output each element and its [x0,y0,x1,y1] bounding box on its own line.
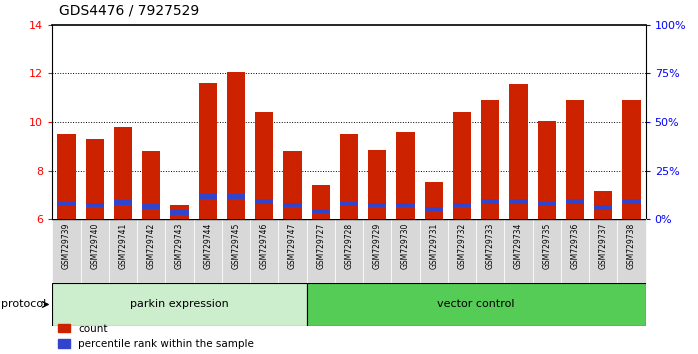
Text: vector control: vector control [438,299,515,309]
Bar [170,210,188,215]
FancyBboxPatch shape [363,219,392,283]
Bar [142,152,161,219]
Text: GSM729731: GSM729731 [429,223,438,269]
Bar [537,121,556,219]
Text: GSM729734: GSM729734 [514,223,523,269]
Text: GDS4476 / 7927529: GDS4476 / 7927529 [59,4,200,18]
Text: parkin expression: parkin expression [130,299,229,309]
Bar [86,139,104,219]
Text: GSM729729: GSM729729 [373,223,382,269]
Bar [368,150,387,219]
Bar [510,84,528,219]
FancyBboxPatch shape [533,219,561,283]
Text: GSM729742: GSM729742 [147,223,156,269]
Bar [57,134,75,219]
FancyBboxPatch shape [618,219,646,283]
Text: GSM729746: GSM729746 [260,223,269,269]
FancyBboxPatch shape [306,283,646,326]
Bar [255,113,274,219]
Text: GSM729730: GSM729730 [401,223,410,269]
FancyBboxPatch shape [561,219,589,283]
Text: GSM729728: GSM729728 [345,223,353,269]
FancyBboxPatch shape [505,219,533,283]
Text: GSM729741: GSM729741 [119,223,128,269]
Bar [566,100,584,219]
Bar [255,199,274,204]
Bar [396,203,415,207]
Bar [623,199,641,204]
FancyBboxPatch shape [52,283,306,326]
Bar [198,83,217,219]
FancyBboxPatch shape [80,219,109,283]
FancyBboxPatch shape [137,219,165,283]
Bar [424,182,443,219]
Bar [623,100,641,219]
FancyBboxPatch shape [419,219,448,283]
Bar [396,132,415,219]
Text: GSM729732: GSM729732 [457,223,466,269]
Bar [142,204,161,209]
Bar [311,185,330,219]
Bar [283,203,302,207]
FancyBboxPatch shape [250,219,279,283]
FancyBboxPatch shape [392,219,419,283]
Bar [340,202,358,206]
Text: protocol: protocol [1,299,47,309]
Bar [566,199,584,204]
Bar [594,205,612,210]
Bar [424,207,443,211]
Bar [86,203,104,207]
Text: GSM729733: GSM729733 [486,223,495,269]
FancyBboxPatch shape [52,219,80,283]
Text: GSM729740: GSM729740 [90,223,99,269]
Text: GSM729735: GSM729735 [542,223,551,269]
Bar [594,192,612,219]
FancyBboxPatch shape [335,219,363,283]
FancyBboxPatch shape [193,219,222,283]
Text: GSM729738: GSM729738 [627,223,636,269]
FancyBboxPatch shape [306,219,335,283]
Bar [481,100,500,219]
Bar [114,200,132,205]
Bar [57,202,75,206]
Legend: count, percentile rank within the sample: count, percentile rank within the sample [57,324,254,349]
Bar [198,194,217,199]
Text: GSM729743: GSM729743 [175,223,184,269]
FancyBboxPatch shape [476,219,505,283]
Bar [114,127,132,219]
Bar [368,203,387,207]
FancyBboxPatch shape [279,219,306,283]
Text: GSM729727: GSM729727 [316,223,325,269]
Bar [170,205,188,219]
Bar [453,113,471,219]
Bar [283,152,302,219]
FancyBboxPatch shape [589,219,618,283]
Text: GSM729736: GSM729736 [570,223,579,269]
Text: GSM729745: GSM729745 [232,223,241,269]
Bar [510,199,528,204]
Bar [227,194,245,199]
FancyBboxPatch shape [448,219,476,283]
Bar [311,209,330,213]
FancyBboxPatch shape [165,219,193,283]
Bar [481,199,500,204]
FancyBboxPatch shape [222,219,250,283]
Bar [453,203,471,207]
Text: GSM729747: GSM729747 [288,223,297,269]
Bar [340,134,358,219]
Text: GSM729737: GSM729737 [599,223,608,269]
Bar [537,202,556,206]
Text: GSM729744: GSM729744 [203,223,212,269]
Text: GSM729739: GSM729739 [62,223,71,269]
Bar [227,72,245,219]
FancyBboxPatch shape [109,219,137,283]
